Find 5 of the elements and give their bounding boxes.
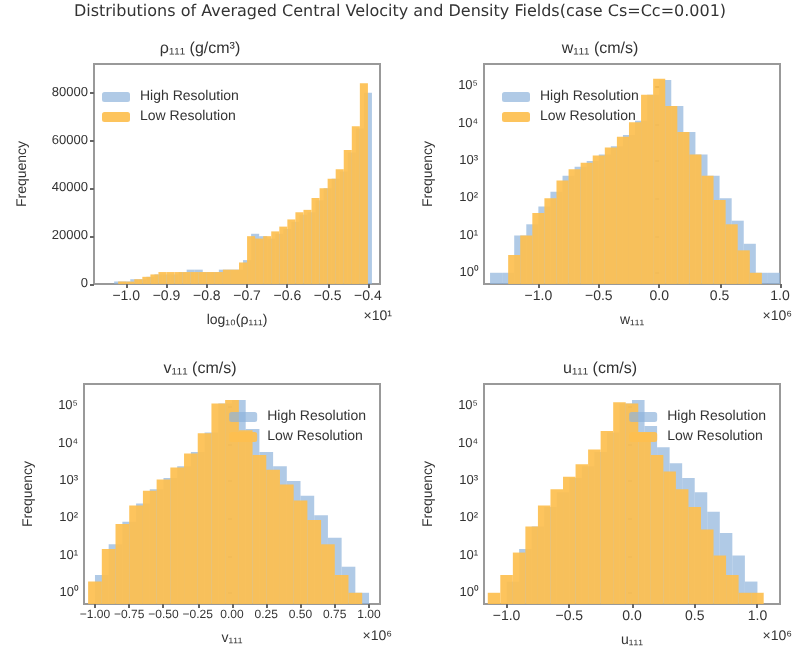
chart-title: Distributions of Averaged Central Velocity and Density Fields(case Cs=Cc=0.001) (71, 2, 729, 20)
chart-subtitle: ρ₁₁₁ (g/cm³) (159, 39, 241, 57)
chart-title: w₁₁₁ (cm/s) (559, 39, 639, 57)
chart-title: u₁₁₁ (cm/s) (563, 359, 638, 377)
chart-title: v₁₁₁ (cm/s) (163, 359, 238, 377)
